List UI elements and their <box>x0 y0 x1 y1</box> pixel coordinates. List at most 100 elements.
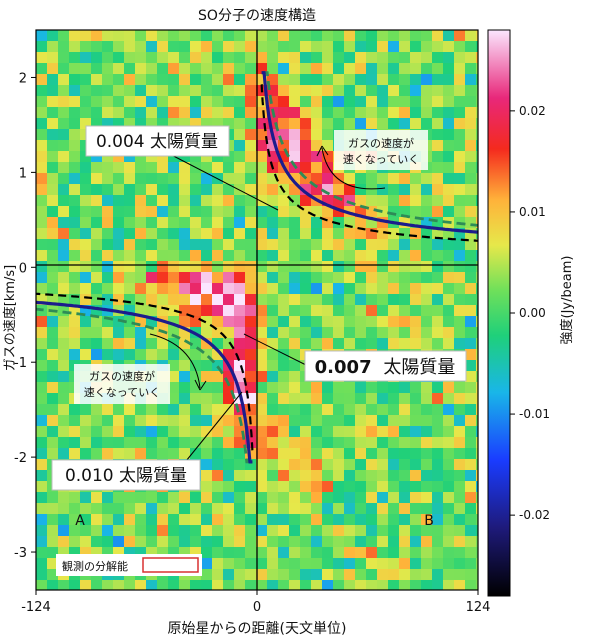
heatmap-cell <box>135 327 147 339</box>
heatmap-cell <box>245 129 257 141</box>
heatmap-cell <box>157 294 169 306</box>
heatmap-cell <box>289 558 301 570</box>
heatmap-cell <box>124 74 136 86</box>
heatmap-cell <box>377 437 389 449</box>
heatmap-cell <box>366 415 378 427</box>
heatmap-cell <box>344 393 356 405</box>
heatmap-cell <box>179 250 191 262</box>
heatmap-cell <box>91 305 103 317</box>
heatmap-cell <box>278 404 290 416</box>
heatmap-cell <box>388 536 400 548</box>
heatmap-cell <box>344 250 356 262</box>
heatmap-cell <box>289 580 301 590</box>
heatmap-cell <box>201 96 213 108</box>
heatmap-cell <box>223 283 235 295</box>
heatmap-cell <box>443 63 455 75</box>
heatmap-cell <box>476 294 478 306</box>
heatmap-cell <box>80 206 92 218</box>
heatmap-cell <box>267 327 279 339</box>
x-axis-label: 原始星からの距離(天文単位) <box>168 620 347 637</box>
heatmap-cell <box>300 294 312 306</box>
heatmap-cell <box>256 470 268 482</box>
heatmap-cell <box>432 503 444 515</box>
heatmap-cell <box>36 272 48 284</box>
heatmap-cell <box>443 85 455 97</box>
heatmap-cell <box>36 107 48 119</box>
heatmap-cell <box>245 195 257 207</box>
heatmap-cell <box>80 41 92 53</box>
heatmap-cell <box>278 217 290 229</box>
heatmap-cell <box>190 382 202 394</box>
heatmap-cell <box>355 52 367 64</box>
heatmap-cell <box>267 261 279 273</box>
heatmap-cell <box>432 85 444 97</box>
heatmap-cell <box>212 492 224 504</box>
heatmap-cell <box>102 52 114 64</box>
heatmap-cell <box>157 437 169 449</box>
heatmap-cell <box>223 85 235 97</box>
heatmap-cell <box>465 118 477 130</box>
heatmap-cell <box>289 173 301 185</box>
heatmap-cell <box>289 404 301 416</box>
heatmap-cell <box>212 184 224 196</box>
heatmap-cell <box>47 107 59 119</box>
heatmap-cell <box>91 426 103 438</box>
heatmap-cell <box>267 349 279 361</box>
heatmap-cell <box>476 371 478 383</box>
heatmap-cell <box>69 85 81 97</box>
heatmap-cell <box>36 393 48 405</box>
heatmap-cell <box>300 536 312 548</box>
heatmap-cell <box>300 250 312 262</box>
heatmap-cell <box>102 492 114 504</box>
heatmap-cell <box>311 41 323 53</box>
heatmap-cell <box>113 184 125 196</box>
heatmap-cell <box>399 63 411 75</box>
heatmap-cell <box>388 316 400 328</box>
heatmap-cell <box>421 41 433 53</box>
heatmap-cell <box>289 525 301 537</box>
heatmap-cell <box>476 481 478 493</box>
heatmap-cell <box>355 41 367 53</box>
heatmap-cell <box>410 316 422 328</box>
heatmap-cell <box>300 327 312 339</box>
heatmap-cell <box>399 404 411 416</box>
colorbar-tick-label: -0.02 <box>519 508 550 522</box>
heatmap-cell <box>311 118 323 130</box>
heatmap-cell <box>256 250 268 262</box>
heatmap-cell <box>245 151 257 163</box>
heatmap-cell <box>476 184 478 196</box>
heatmap-cell <box>58 228 70 240</box>
heatmap-cell <box>190 41 202 53</box>
heatmap-cell <box>168 349 180 361</box>
heatmap-cell <box>36 217 48 229</box>
heatmap-cell <box>344 547 356 559</box>
heatmap-cell <box>69 492 81 504</box>
heatmap-cell <box>36 547 48 559</box>
heatmap-cell <box>465 173 477 185</box>
heatmap-cell <box>124 107 136 119</box>
heatmap-cell <box>311 283 323 295</box>
heatmap-cell <box>465 393 477 405</box>
heatmap-cell <box>355 393 367 405</box>
heatmap-cell <box>344 437 356 449</box>
heatmap-cell <box>234 327 246 339</box>
heatmap-cell <box>355 404 367 416</box>
heatmap-cell <box>454 250 466 262</box>
heatmap-cell <box>410 184 422 196</box>
heatmap-cell <box>289 437 301 449</box>
heatmap-cell <box>476 503 478 515</box>
heatmap-cell <box>234 294 246 306</box>
heatmap-cell <box>47 503 59 515</box>
heatmap-cell <box>58 349 70 361</box>
heatmap-cell <box>454 316 466 328</box>
heatmap-cell <box>322 437 334 449</box>
heatmap-cell <box>201 173 213 185</box>
heatmap-cell <box>465 404 477 416</box>
heatmap-cell <box>388 503 400 515</box>
heatmap-cell <box>212 503 224 515</box>
heatmap-cell <box>124 261 136 273</box>
heatmap-cell <box>388 63 400 75</box>
heatmap-cell <box>267 360 279 372</box>
heatmap-cell <box>69 228 81 240</box>
heatmap-cell <box>289 360 301 372</box>
